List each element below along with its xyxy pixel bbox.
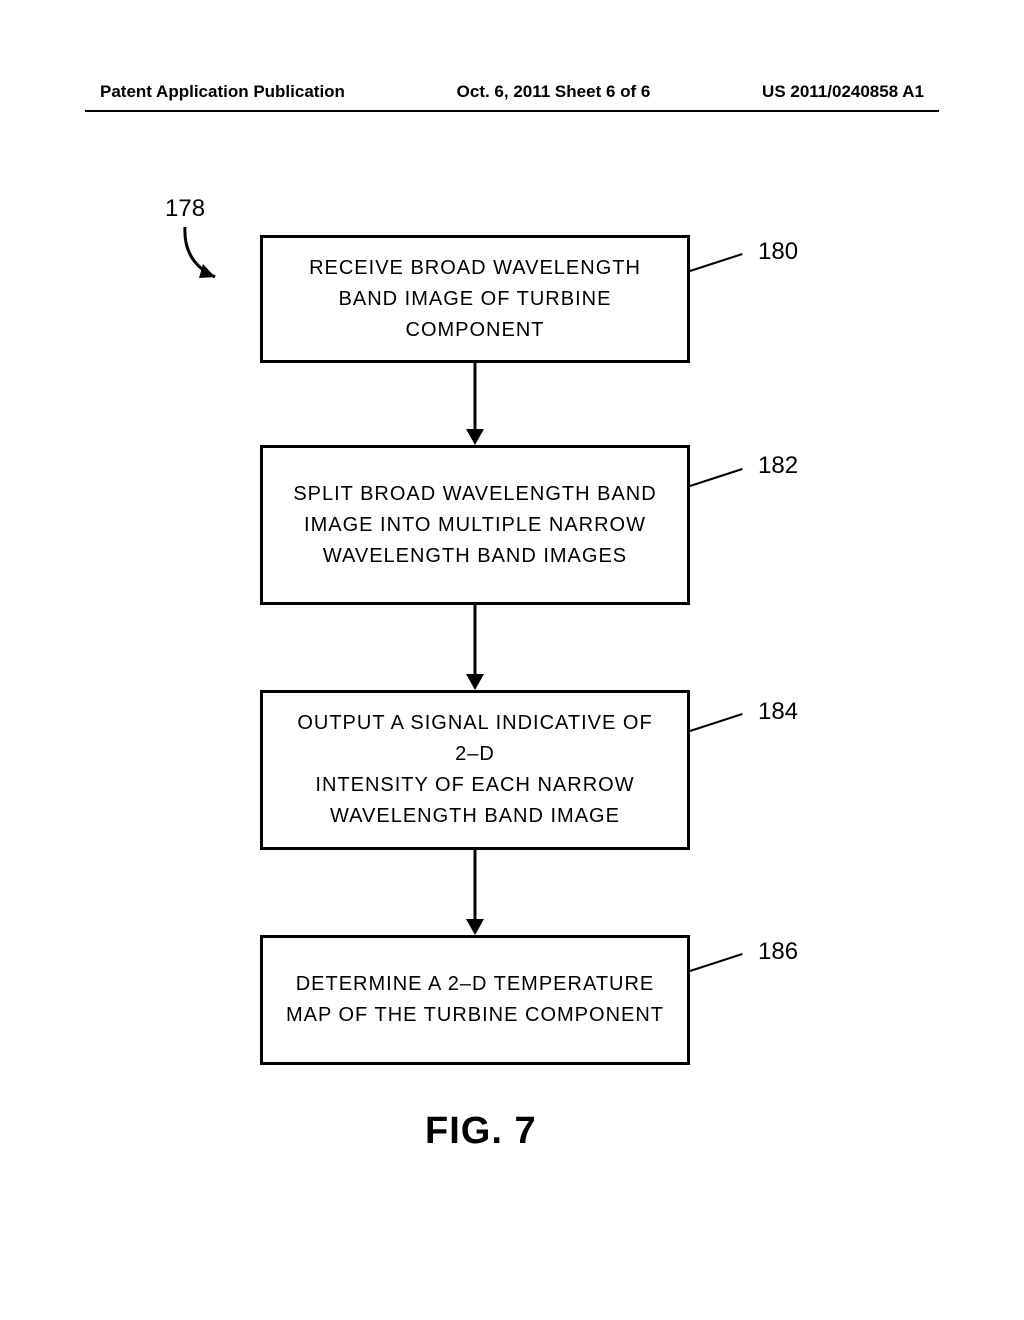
ref-label-1: 180	[758, 238, 798, 266]
flow-box-4: DETERMINE A 2–D TEMPERATURE MAP OF THE T…	[260, 935, 690, 1065]
flow-box-2: SPLIT BROAD WAVELENGTH BAND IMAGE INTO M…	[260, 445, 690, 605]
leader-line	[690, 253, 743, 272]
flow-box-text: OUTPUT A SIGNAL INDICATIVE OF 2–D INTENS…	[283, 708, 667, 832]
arrow-head-icon	[466, 919, 484, 935]
leader-line	[690, 713, 743, 732]
curve-arrow-icon	[175, 222, 245, 292]
flow-box-3: OUTPUT A SIGNAL INDICATIVE OF 2–D INTENS…	[260, 690, 690, 850]
arrow-head-icon	[466, 674, 484, 690]
header-right: US 2011/0240858 A1	[762, 82, 924, 102]
ref-label-main: 178	[165, 195, 205, 223]
figure-label: FIG. 7	[425, 1110, 537, 1153]
header-left: Patent Application Publication	[100, 82, 345, 102]
arrow-line	[474, 850, 477, 919]
flow-box-1: RECEIVE BROAD WAVELENGTH BAND IMAGE OF T…	[260, 235, 690, 363]
arrow-head-icon	[466, 429, 484, 445]
leader-line	[690, 468, 743, 487]
arrow-line	[474, 605, 477, 674]
header-rule	[85, 110, 939, 112]
ref-label-3: 184	[758, 698, 798, 726]
flow-box-text: RECEIVE BROAD WAVELENGTH BAND IMAGE OF T…	[283, 253, 667, 346]
ref-label-4: 186	[758, 938, 798, 966]
leader-line	[690, 953, 743, 972]
flow-box-text: DETERMINE A 2–D TEMPERATURE MAP OF THE T…	[286, 969, 664, 1031]
page-header: Patent Application Publication Oct. 6, 2…	[0, 82, 1024, 102]
page: Patent Application Publication Oct. 6, 2…	[0, 0, 1024, 1320]
flow-box-text: SPLIT BROAD WAVELENGTH BAND IMAGE INTO M…	[293, 479, 656, 572]
ref-label-2: 182	[758, 452, 798, 480]
arrow-line	[474, 363, 477, 429]
header-center: Oct. 6, 2011 Sheet 6 of 6	[457, 82, 651, 102]
